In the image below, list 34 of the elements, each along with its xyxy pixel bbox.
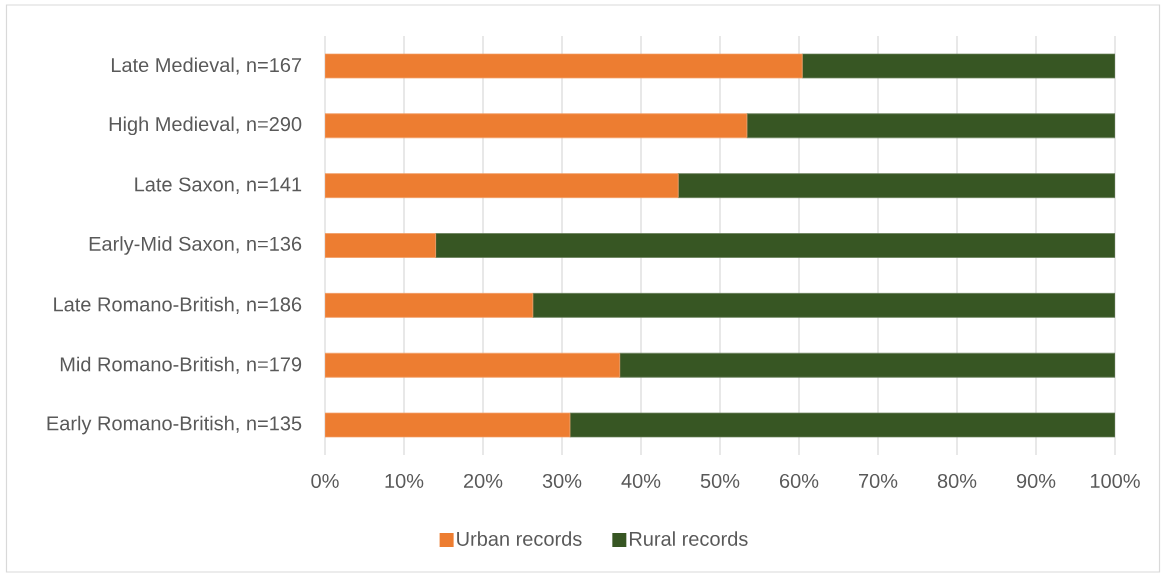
x-tick-label: 50% xyxy=(700,473,740,489)
x-tick-label: 30% xyxy=(542,473,582,489)
y-tick-label: Late Romano-British, n=186 xyxy=(54,296,302,314)
y-tick-label: Early Romano-British, n=135 xyxy=(47,415,302,435)
x-tick-label: 0% xyxy=(311,473,339,489)
bar xyxy=(746,113,1116,139)
x-tick-label: 100% xyxy=(1090,473,1140,489)
bar xyxy=(619,352,1116,378)
legend-label: Urban records xyxy=(457,531,582,546)
bar xyxy=(325,412,571,438)
bar xyxy=(435,233,1116,258)
y-tick-label: Late Medieval, n=167 xyxy=(111,57,302,75)
x-tick-label: 60% xyxy=(780,473,819,489)
bar xyxy=(325,233,436,258)
bar xyxy=(325,53,803,79)
x-tick-label: 10% xyxy=(385,473,424,489)
y-tick-label: Late Saxon, n=141 xyxy=(135,177,302,194)
y-tick-label: High Medieval, n=290 xyxy=(109,116,302,136)
y-tick-label: Early-Mid Saxon, n=136 xyxy=(89,236,302,255)
x-tick-label: 80% xyxy=(937,473,977,489)
bar xyxy=(325,113,748,139)
bar xyxy=(325,352,621,378)
bar xyxy=(325,173,679,199)
bar xyxy=(569,412,1116,438)
bar xyxy=(801,53,1116,79)
x-tick-label: 90% xyxy=(1016,473,1056,489)
x-tick-label: 40% xyxy=(621,473,661,489)
y-tick-label: Mid Romano-British, n=179 xyxy=(60,356,302,374)
x-tick-label: 70% xyxy=(859,473,898,489)
bar xyxy=(325,292,534,318)
bar xyxy=(677,173,1116,199)
x-tick-label: 20% xyxy=(463,473,503,489)
legend-label: Rural records xyxy=(629,531,748,546)
bar xyxy=(532,292,1116,318)
